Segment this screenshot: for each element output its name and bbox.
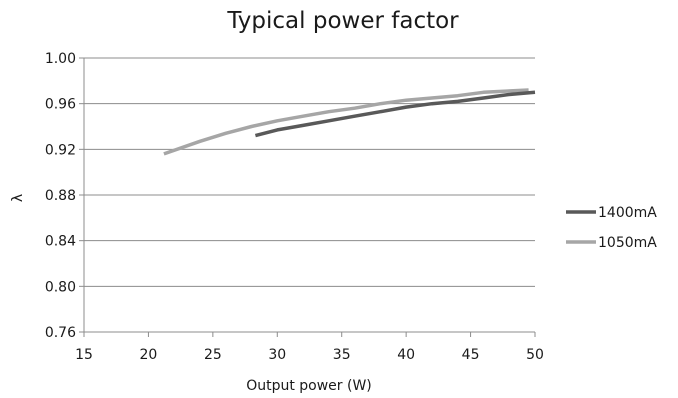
y-tick-labels: 1.00 0.96 0.92 0.88 0.84 0.80 0.76: [45, 51, 76, 341]
y-tick-label: 0.88: [45, 188, 76, 204]
series-lines: [163, 88, 536, 156]
x-tick-label: 45: [462, 347, 480, 363]
y-tick-label: 0.80: [45, 279, 76, 295]
x-axis-label: Output power (W): [246, 378, 372, 394]
legend: 1400mA 1050mA: [566, 205, 657, 251]
y-tick-label: 1.00: [45, 51, 76, 67]
gridlines: [84, 57, 535, 287]
axes: [79, 57, 536, 337]
chart-title: Typical power factor: [226, 8, 459, 34]
series-line-1050ma: [163, 88, 529, 156]
x-tick-label: 35: [333, 347, 351, 363]
x-tick-label: 25: [204, 347, 222, 363]
x-tick-label: 40: [397, 347, 415, 363]
series-line-1400ma: [254, 90, 536, 138]
legend-label-1050ma: 1050mA: [598, 235, 657, 251]
y-tick-label: 0.84: [45, 234, 76, 250]
y-tick-label: 0.92: [45, 142, 76, 158]
y-tick-label: 0.76: [45, 325, 76, 341]
x-tick-label: 50: [526, 347, 544, 363]
x-tick-label: 15: [75, 347, 93, 363]
x-tick-label: 20: [140, 347, 158, 363]
x-tick-labels: 15 20 25 30 35 40 45 50: [75, 347, 544, 363]
x-tick-label: 30: [268, 347, 286, 363]
legend-label-1400ma: 1400mA: [598, 205, 657, 221]
y-tick-label: 0.96: [45, 97, 76, 113]
y-axis-label: λ: [10, 194, 26, 202]
